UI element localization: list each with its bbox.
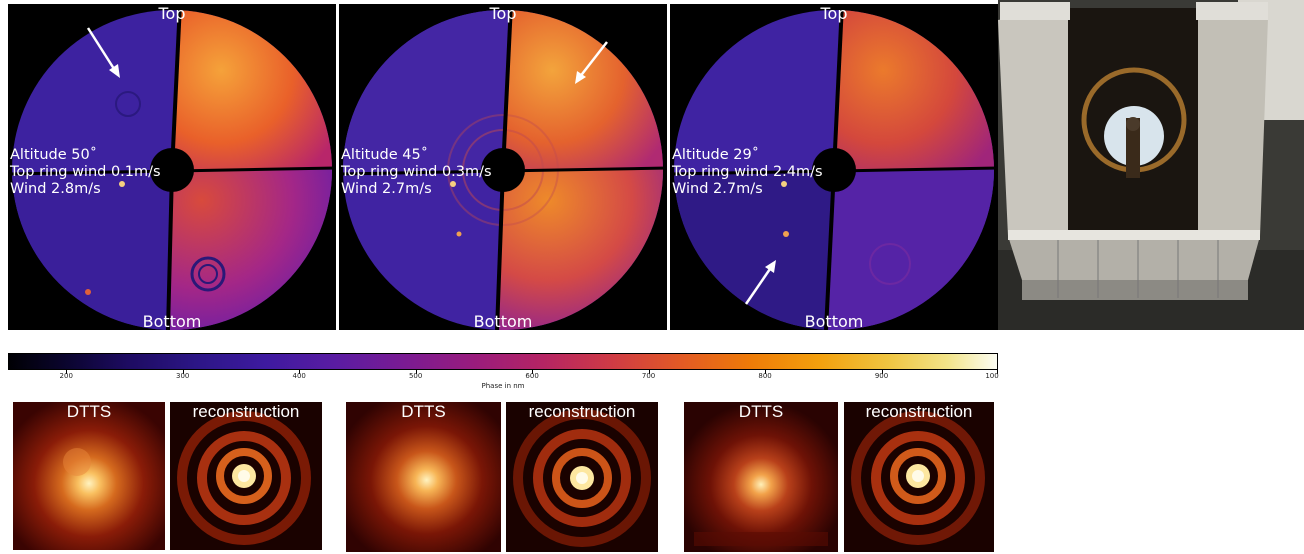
- psf-reconstruction-2: reconstruction: [506, 402, 658, 552]
- top-label: Top: [158, 4, 186, 23]
- psf-image: [844, 402, 994, 552]
- bottom-label: Bottom: [473, 312, 533, 330]
- colorbar-tick-label: 900: [874, 372, 889, 380]
- colorbar-tick-label: 300: [176, 372, 190, 380]
- altitude-text: Altitude 29˚: [672, 147, 759, 163]
- bottom-label: Bottom: [804, 312, 864, 330]
- conditions-text: Altitude 50˚ Top ring wind 0.1m/s Wind 2…: [10, 147, 161, 198]
- phase-map-image: [8, 4, 336, 330]
- phase-map-panel-1: Top Bottom Altitude 50˚ Top ring wind 0.…: [8, 4, 336, 330]
- top-label: Top: [820, 4, 848, 23]
- psf-dtts-2: DTTS: [346, 402, 501, 552]
- psf-image: [506, 402, 658, 552]
- psf-title: reconstruction: [528, 402, 636, 421]
- colorbar-tick-label: 400: [292, 372, 306, 380]
- psf-title: reconstruction: [192, 402, 300, 421]
- psf-image: [13, 402, 165, 550]
- top-ring-wind-text: Top ring wind 0.1m/s: [10, 164, 161, 180]
- wind-text: Wind 2.7m/s: [672, 181, 763, 197]
- phase-map-image: [670, 4, 998, 330]
- colorbar-label: Phase in nm: [481, 382, 525, 390]
- colorbar-tick-label: 800: [758, 372, 772, 380]
- phase-map-panel-2: Top Bottom Altitude 45˚ Top ring wind 0.…: [339, 4, 667, 330]
- psf-image: [170, 402, 322, 550]
- colorbar-tick-label: 200: [59, 372, 73, 380]
- psf-title: DTTS: [738, 402, 784, 421]
- conditions-text: Altitude 29˚ Top ring wind 2.4m/s Wind 2…: [672, 147, 823, 198]
- telescope-photo: [998, 0, 1304, 330]
- colorbar-gradient: [8, 353, 998, 370]
- psf-image: [684, 402, 838, 552]
- colorbar-tick: [415, 370, 417, 374]
- colorbar-tick: [881, 370, 883, 374]
- phase-map-panel-3: Top Bottom Altitude 29˚ Top ring wind 2.…: [670, 4, 998, 330]
- psf-dtts-1: DTTS: [13, 402, 165, 550]
- conditions-text: Altitude 45˚ Top ring wind 0.3m/s Wind 2…: [341, 147, 492, 198]
- altitude-text: Altitude 50˚: [10, 147, 97, 163]
- colorbar: 200 300 400 500 600 700 800 900 100 Phase in nm: [8, 353, 999, 393]
- psf-reconstruction-3: reconstruction: [844, 402, 994, 552]
- telescope-image: [998, 0, 1304, 330]
- colorbar-tick-label: 700: [641, 372, 656, 380]
- psf-title: reconstruction: [865, 402, 973, 421]
- bottom-label: Bottom: [142, 312, 202, 330]
- psf-title: DTTS: [66, 402, 112, 421]
- psf-dtts-3: DTTS: [684, 402, 838, 552]
- altitude-text: Altitude 45˚: [341, 147, 428, 163]
- phase-map-image: [339, 4, 667, 330]
- colorbar-tick: [532, 370, 534, 374]
- wind-text: Wind 2.7m/s: [341, 181, 432, 197]
- colorbar-tick: [182, 370, 184, 374]
- colorbar-tick-label: 100: [985, 372, 999, 380]
- wind-text: Wind 2.8m/s: [10, 181, 101, 197]
- colorbar-tick-label: 500: [408, 372, 423, 380]
- colorbar-tick: [997, 370, 998, 374]
- top-label: Top: [489, 4, 517, 23]
- top-ring-wind-text: Top ring wind 0.3m/s: [341, 164, 492, 180]
- colorbar-tick: [648, 370, 650, 374]
- colorbar-tick: [765, 370, 767, 374]
- colorbar-tick: [66, 370, 68, 374]
- colorbar-tick: [299, 370, 301, 374]
- top-ring-wind-text: Top ring wind 2.4m/s: [672, 164, 823, 180]
- psf-title: DTTS: [401, 402, 446, 421]
- psf-image: [346, 402, 501, 552]
- colorbar-tick-label: 600: [525, 372, 539, 380]
- psf-reconstruction-1: reconstruction: [170, 402, 322, 550]
